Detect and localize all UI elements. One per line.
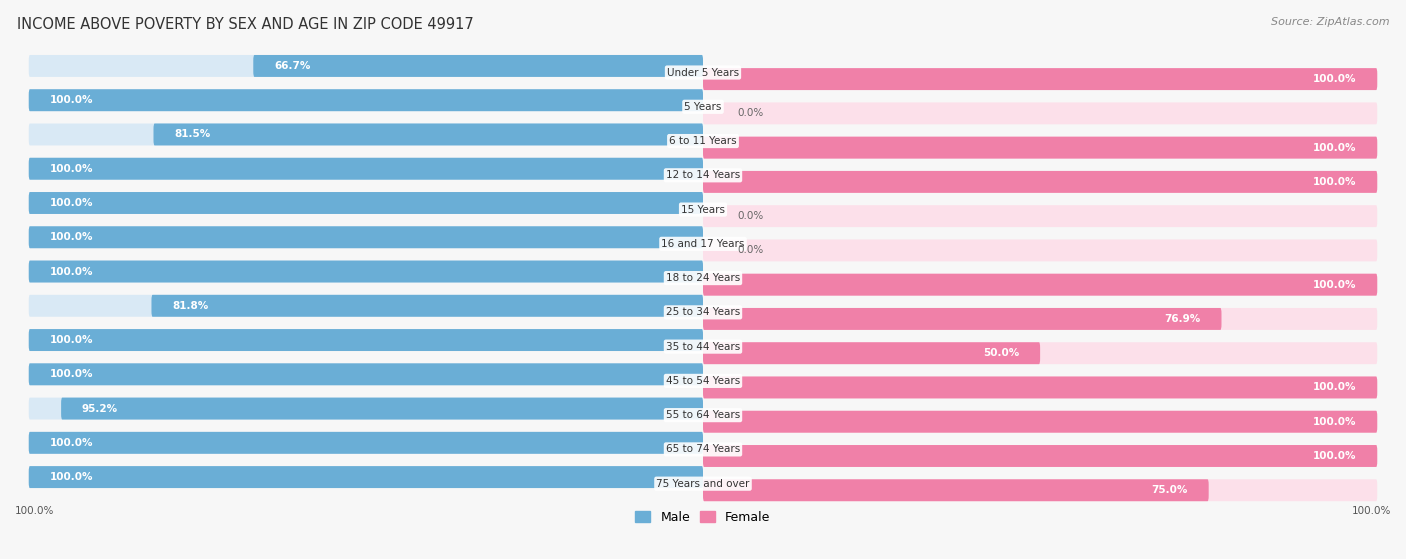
FancyBboxPatch shape	[28, 192, 703, 214]
FancyBboxPatch shape	[703, 136, 1378, 159]
FancyBboxPatch shape	[28, 192, 703, 214]
FancyBboxPatch shape	[152, 295, 703, 317]
FancyBboxPatch shape	[703, 205, 1378, 227]
FancyBboxPatch shape	[28, 260, 703, 282]
FancyBboxPatch shape	[28, 124, 703, 145]
Text: 45 to 54 Years: 45 to 54 Years	[666, 376, 740, 386]
FancyBboxPatch shape	[28, 158, 703, 179]
FancyBboxPatch shape	[28, 397, 703, 420]
FancyBboxPatch shape	[28, 226, 703, 248]
FancyBboxPatch shape	[703, 479, 1378, 501]
FancyBboxPatch shape	[703, 308, 1222, 330]
FancyBboxPatch shape	[28, 432, 703, 454]
Text: 66.7%: 66.7%	[274, 61, 311, 71]
FancyBboxPatch shape	[60, 397, 703, 420]
FancyBboxPatch shape	[28, 466, 703, 488]
Text: Source: ZipAtlas.com: Source: ZipAtlas.com	[1271, 17, 1389, 27]
FancyBboxPatch shape	[28, 363, 703, 385]
Text: 100.0%: 100.0%	[1351, 506, 1391, 516]
Text: 5 Years: 5 Years	[685, 102, 721, 112]
FancyBboxPatch shape	[703, 171, 1378, 193]
Text: 100.0%: 100.0%	[49, 369, 93, 380]
FancyBboxPatch shape	[703, 102, 1378, 124]
Text: 16 and 17 Years: 16 and 17 Years	[661, 239, 745, 249]
Text: 100.0%: 100.0%	[15, 506, 55, 516]
FancyBboxPatch shape	[703, 377, 1378, 399]
Text: 100.0%: 100.0%	[49, 438, 93, 448]
Text: 95.2%: 95.2%	[82, 404, 118, 414]
Text: 12 to 14 Years: 12 to 14 Years	[666, 170, 740, 181]
FancyBboxPatch shape	[28, 432, 703, 454]
Text: 81.8%: 81.8%	[172, 301, 208, 311]
Text: INCOME ABOVE POVERTY BY SEX AND AGE IN ZIP CODE 49917: INCOME ABOVE POVERTY BY SEX AND AGE IN Z…	[17, 17, 474, 32]
Text: 18 to 24 Years: 18 to 24 Years	[666, 273, 740, 283]
Text: 25 to 34 Years: 25 to 34 Years	[666, 307, 740, 318]
FancyBboxPatch shape	[703, 411, 1378, 433]
FancyBboxPatch shape	[28, 329, 703, 351]
Text: 100.0%: 100.0%	[49, 232, 93, 242]
Text: 100.0%: 100.0%	[1313, 280, 1357, 290]
Text: 55 to 64 Years: 55 to 64 Years	[666, 410, 740, 420]
Text: 100.0%: 100.0%	[1313, 143, 1357, 153]
Text: 100.0%: 100.0%	[49, 335, 93, 345]
Text: 100.0%: 100.0%	[1313, 382, 1357, 392]
FancyBboxPatch shape	[703, 68, 1378, 90]
FancyBboxPatch shape	[28, 363, 703, 385]
FancyBboxPatch shape	[28, 329, 703, 351]
FancyBboxPatch shape	[703, 342, 1378, 364]
Text: 75.0%: 75.0%	[1152, 485, 1188, 495]
Text: 76.9%: 76.9%	[1164, 314, 1201, 324]
Text: 50.0%: 50.0%	[983, 348, 1019, 358]
Text: 15 Years: 15 Years	[681, 205, 725, 215]
FancyBboxPatch shape	[703, 308, 1378, 330]
FancyBboxPatch shape	[28, 55, 703, 77]
FancyBboxPatch shape	[703, 68, 1378, 90]
FancyBboxPatch shape	[703, 274, 1378, 296]
Text: 100.0%: 100.0%	[49, 472, 93, 482]
Text: 65 to 74 Years: 65 to 74 Years	[666, 444, 740, 454]
FancyBboxPatch shape	[28, 89, 703, 111]
Text: 0.0%: 0.0%	[737, 245, 763, 255]
Text: 100.0%: 100.0%	[49, 164, 93, 174]
Text: 75 Years and over: 75 Years and over	[657, 479, 749, 489]
Text: 100.0%: 100.0%	[1313, 451, 1357, 461]
Text: 6 to 11 Years: 6 to 11 Years	[669, 136, 737, 146]
FancyBboxPatch shape	[703, 445, 1378, 467]
FancyBboxPatch shape	[153, 124, 703, 145]
FancyBboxPatch shape	[28, 226, 703, 248]
Text: 0.0%: 0.0%	[737, 211, 763, 221]
Text: 35 to 44 Years: 35 to 44 Years	[666, 342, 740, 352]
Text: 0.0%: 0.0%	[737, 108, 763, 119]
FancyBboxPatch shape	[28, 89, 703, 111]
Text: 81.5%: 81.5%	[174, 130, 211, 139]
FancyBboxPatch shape	[703, 171, 1378, 193]
FancyBboxPatch shape	[28, 295, 703, 317]
Text: 100.0%: 100.0%	[49, 198, 93, 208]
FancyBboxPatch shape	[703, 479, 1209, 501]
Text: Under 5 Years: Under 5 Years	[666, 68, 740, 78]
FancyBboxPatch shape	[28, 158, 703, 179]
FancyBboxPatch shape	[703, 342, 1040, 364]
FancyBboxPatch shape	[28, 466, 703, 488]
Text: 100.0%: 100.0%	[1313, 177, 1357, 187]
Legend: Male, Female: Male, Female	[630, 506, 776, 529]
Text: 100.0%: 100.0%	[49, 267, 93, 277]
Text: 100.0%: 100.0%	[1313, 74, 1357, 84]
Text: 100.0%: 100.0%	[49, 95, 93, 105]
Text: 100.0%: 100.0%	[1313, 416, 1357, 427]
FancyBboxPatch shape	[703, 239, 1378, 262]
FancyBboxPatch shape	[703, 377, 1378, 399]
FancyBboxPatch shape	[703, 445, 1378, 467]
FancyBboxPatch shape	[28, 260, 703, 282]
FancyBboxPatch shape	[703, 136, 1378, 159]
FancyBboxPatch shape	[703, 411, 1378, 433]
FancyBboxPatch shape	[703, 274, 1378, 296]
FancyBboxPatch shape	[253, 55, 703, 77]
